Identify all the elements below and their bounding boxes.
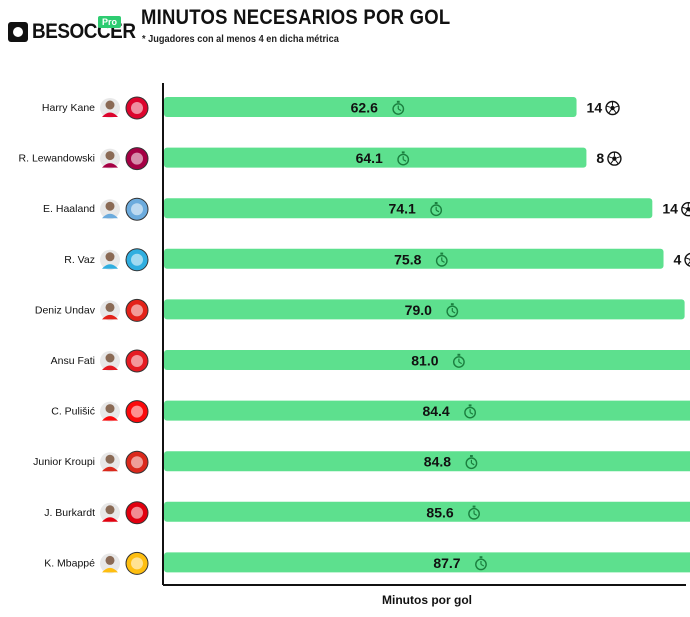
player-name: R. Vaz [64, 254, 95, 266]
bar [164, 198, 653, 219]
goals-label: 4 [674, 251, 682, 267]
player-avatar [100, 452, 120, 473]
bar-row: E. Haaland 74.1 14 [43, 197, 690, 221]
football-icon [684, 252, 690, 267]
bar [164, 350, 690, 370]
data-label: 84.4 [422, 403, 449, 419]
player-name: Deniz Undav [35, 304, 96, 316]
player-name: Harry Kane [42, 102, 95, 114]
stopwatch-icon [430, 202, 443, 217]
player-avatar [100, 98, 120, 118]
stopwatch-icon [452, 353, 465, 368]
player-avatar [100, 199, 120, 220]
bar [164, 147, 587, 168]
stopwatch-icon [468, 505, 480, 520]
player-avatar [100, 351, 120, 371]
club-crest-icon [125, 197, 149, 221]
player-avatar [100, 502, 120, 523]
club-crest-icon [125, 400, 149, 424]
bar-row: R. Vaz 75.8 4 [64, 248, 690, 272]
player-avatar [100, 401, 120, 422]
stopwatch-icon [464, 404, 476, 419]
player-avatar [100, 249, 120, 270]
player-avatar [100, 553, 120, 574]
bar [164, 248, 664, 269]
brand-badge: Pro [98, 16, 122, 28]
player-avatar [100, 300, 120, 321]
stopwatch-icon [397, 151, 410, 166]
club-crest-icon [125, 298, 149, 322]
goals-label: 14 [587, 100, 603, 116]
football-icon [681, 202, 690, 217]
football-icon [607, 151, 622, 166]
player-name: C. Pulišić [51, 406, 95, 418]
player-name: E. Haaland [43, 203, 95, 215]
stopwatch-icon [392, 100, 405, 115]
player-name: Ansu Fati [51, 355, 95, 367]
chart-title: MINUTOS NECESARIOS POR GOL [141, 6, 451, 29]
player-name: R. Lewandowski [19, 153, 95, 165]
bar [164, 552, 690, 573]
goals-label: 14 [662, 201, 678, 217]
player-name: K. Mbappé [44, 557, 95, 569]
bar [164, 451, 690, 472]
bar [164, 299, 685, 320]
club-crest-icon [125, 147, 149, 171]
besoccer-mark-icon [8, 22, 28, 42]
club-crest-icon [125, 501, 149, 525]
club-crest-icon [125, 349, 149, 373]
data-label: 64.1 [356, 150, 383, 166]
data-label: 79.0 [405, 302, 432, 318]
player-avatar [100, 148, 120, 169]
x-axis-label: Minutos por gol [382, 593, 472, 607]
football-icon [605, 100, 620, 116]
besoccer-logo: BESOCCER Pro [8, 16, 147, 44]
bar [164, 97, 577, 117]
club-crest-icon [125, 96, 149, 120]
data-label: 81.0 [411, 353, 438, 369]
bar-row: R. Lewandowski 64.1 8 [19, 147, 622, 171]
bar [164, 501, 690, 522]
stopwatch-icon [435, 252, 448, 267]
stopwatch-icon [446, 303, 459, 318]
stopwatch-icon [465, 455, 478, 470]
player-name: J. Burkardt [44, 507, 95, 519]
data-label: 87.7 [433, 555, 460, 571]
stopwatch-icon [475, 556, 487, 571]
player-name: Junior Kroupi [33, 456, 95, 468]
data-label: 84.8 [424, 454, 451, 470]
club-crest-icon [125, 551, 149, 575]
club-crest-icon [125, 248, 149, 272]
data-label: 74.1 [389, 201, 416, 217]
bar-row: Harry Kane 62.6 14 [42, 96, 620, 120]
club-crest-icon [125, 450, 149, 474]
data-label: 62.6 [351, 100, 378, 116]
data-label: 75.8 [394, 251, 421, 267]
bar [164, 400, 690, 421]
chart-subtitle: * Jugadores con al menos 4 en dicha métr… [142, 34, 339, 45]
data-label: 85.6 [426, 504, 453, 520]
goals-label: 8 [596, 150, 604, 166]
